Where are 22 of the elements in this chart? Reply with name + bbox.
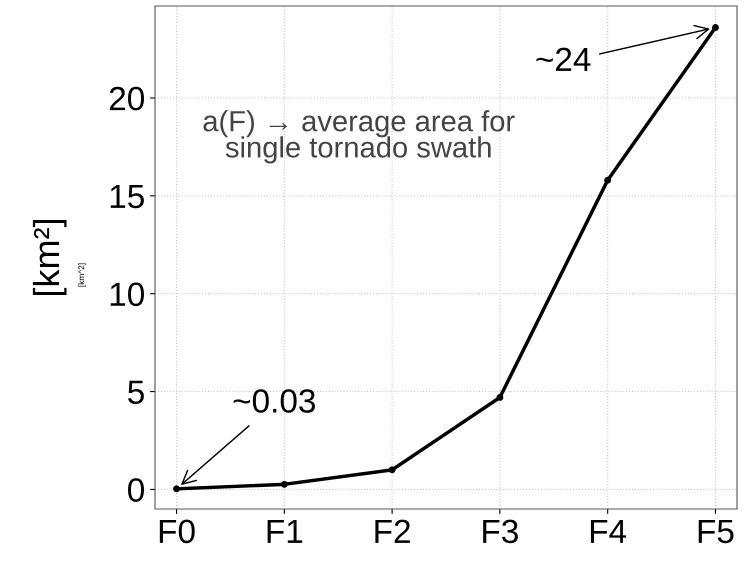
x-tick-label: F5 [698, 520, 734, 544]
text: [km^2] [78, 263, 86, 287]
x-tick-label: F4 [590, 520, 626, 543]
point [496, 394, 504, 401]
point [173, 485, 180, 492]
x-tick-label: F0 [160, 520, 195, 544]
x-tick-label: F2 [375, 520, 410, 543]
y-tick-label: 10 [110, 282, 144, 306]
x-tick-label: F1 [268, 520, 302, 543]
y-axis-title: [km²] [32, 220, 67, 296]
y-tick-label: 0 [128, 478, 144, 502]
point [604, 176, 612, 184]
annotation: ~24 [536, 48, 590, 71]
point [712, 24, 719, 31]
point [388, 466, 396, 474]
x-tick-label: F3 [483, 520, 518, 544]
y-tick-label: 5 [128, 380, 144, 404]
point [280, 480, 288, 488]
y-tick-label: 15 [110, 184, 144, 208]
annotation: ~0.03 [234, 389, 315, 413]
annotation: a(F) → average area for single tornado swath [204, 110, 515, 164]
y-tick-label: 20 [110, 86, 144, 110]
